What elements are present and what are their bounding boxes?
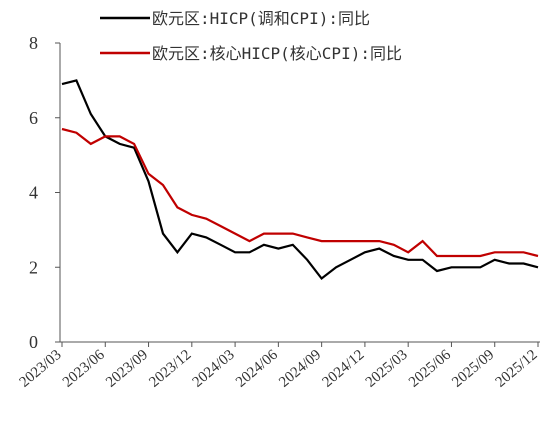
x-tick-label: 2025/09 [449,347,497,391]
y-tick-label: 4 [29,183,38,203]
x-tick-label: 2023/06 [60,346,108,390]
x-tick-label: 2024/12 [320,347,368,391]
x-tick-label: 2025/03 [363,347,411,391]
series-line [61,79,539,281]
y-tick-label: 8 [29,33,38,53]
y-tick-label: 6 [29,108,38,128]
y-tick-label: 2 [29,257,38,277]
series-line [61,127,539,258]
x-tick-label: 2024/03 [190,347,238,391]
x-tick-label: 2023/09 [103,347,151,391]
x-tick-label: 2024/09 [276,347,324,391]
x-tick-label: 2024/06 [233,346,281,390]
x-tick-label: 2023/12 [146,347,194,391]
y-tick-label: 0 [29,332,38,352]
legend-label: 欧元区:HICP(调和CPI):同比 [152,9,370,28]
legend-label: 欧元区:核心HICP(核心CPI):同比 [152,44,402,63]
x-tick-label: 2025/06 [406,346,454,390]
x-tick-label: 2023/03 [17,347,65,391]
x-tick-label: 2025/12 [493,347,541,391]
